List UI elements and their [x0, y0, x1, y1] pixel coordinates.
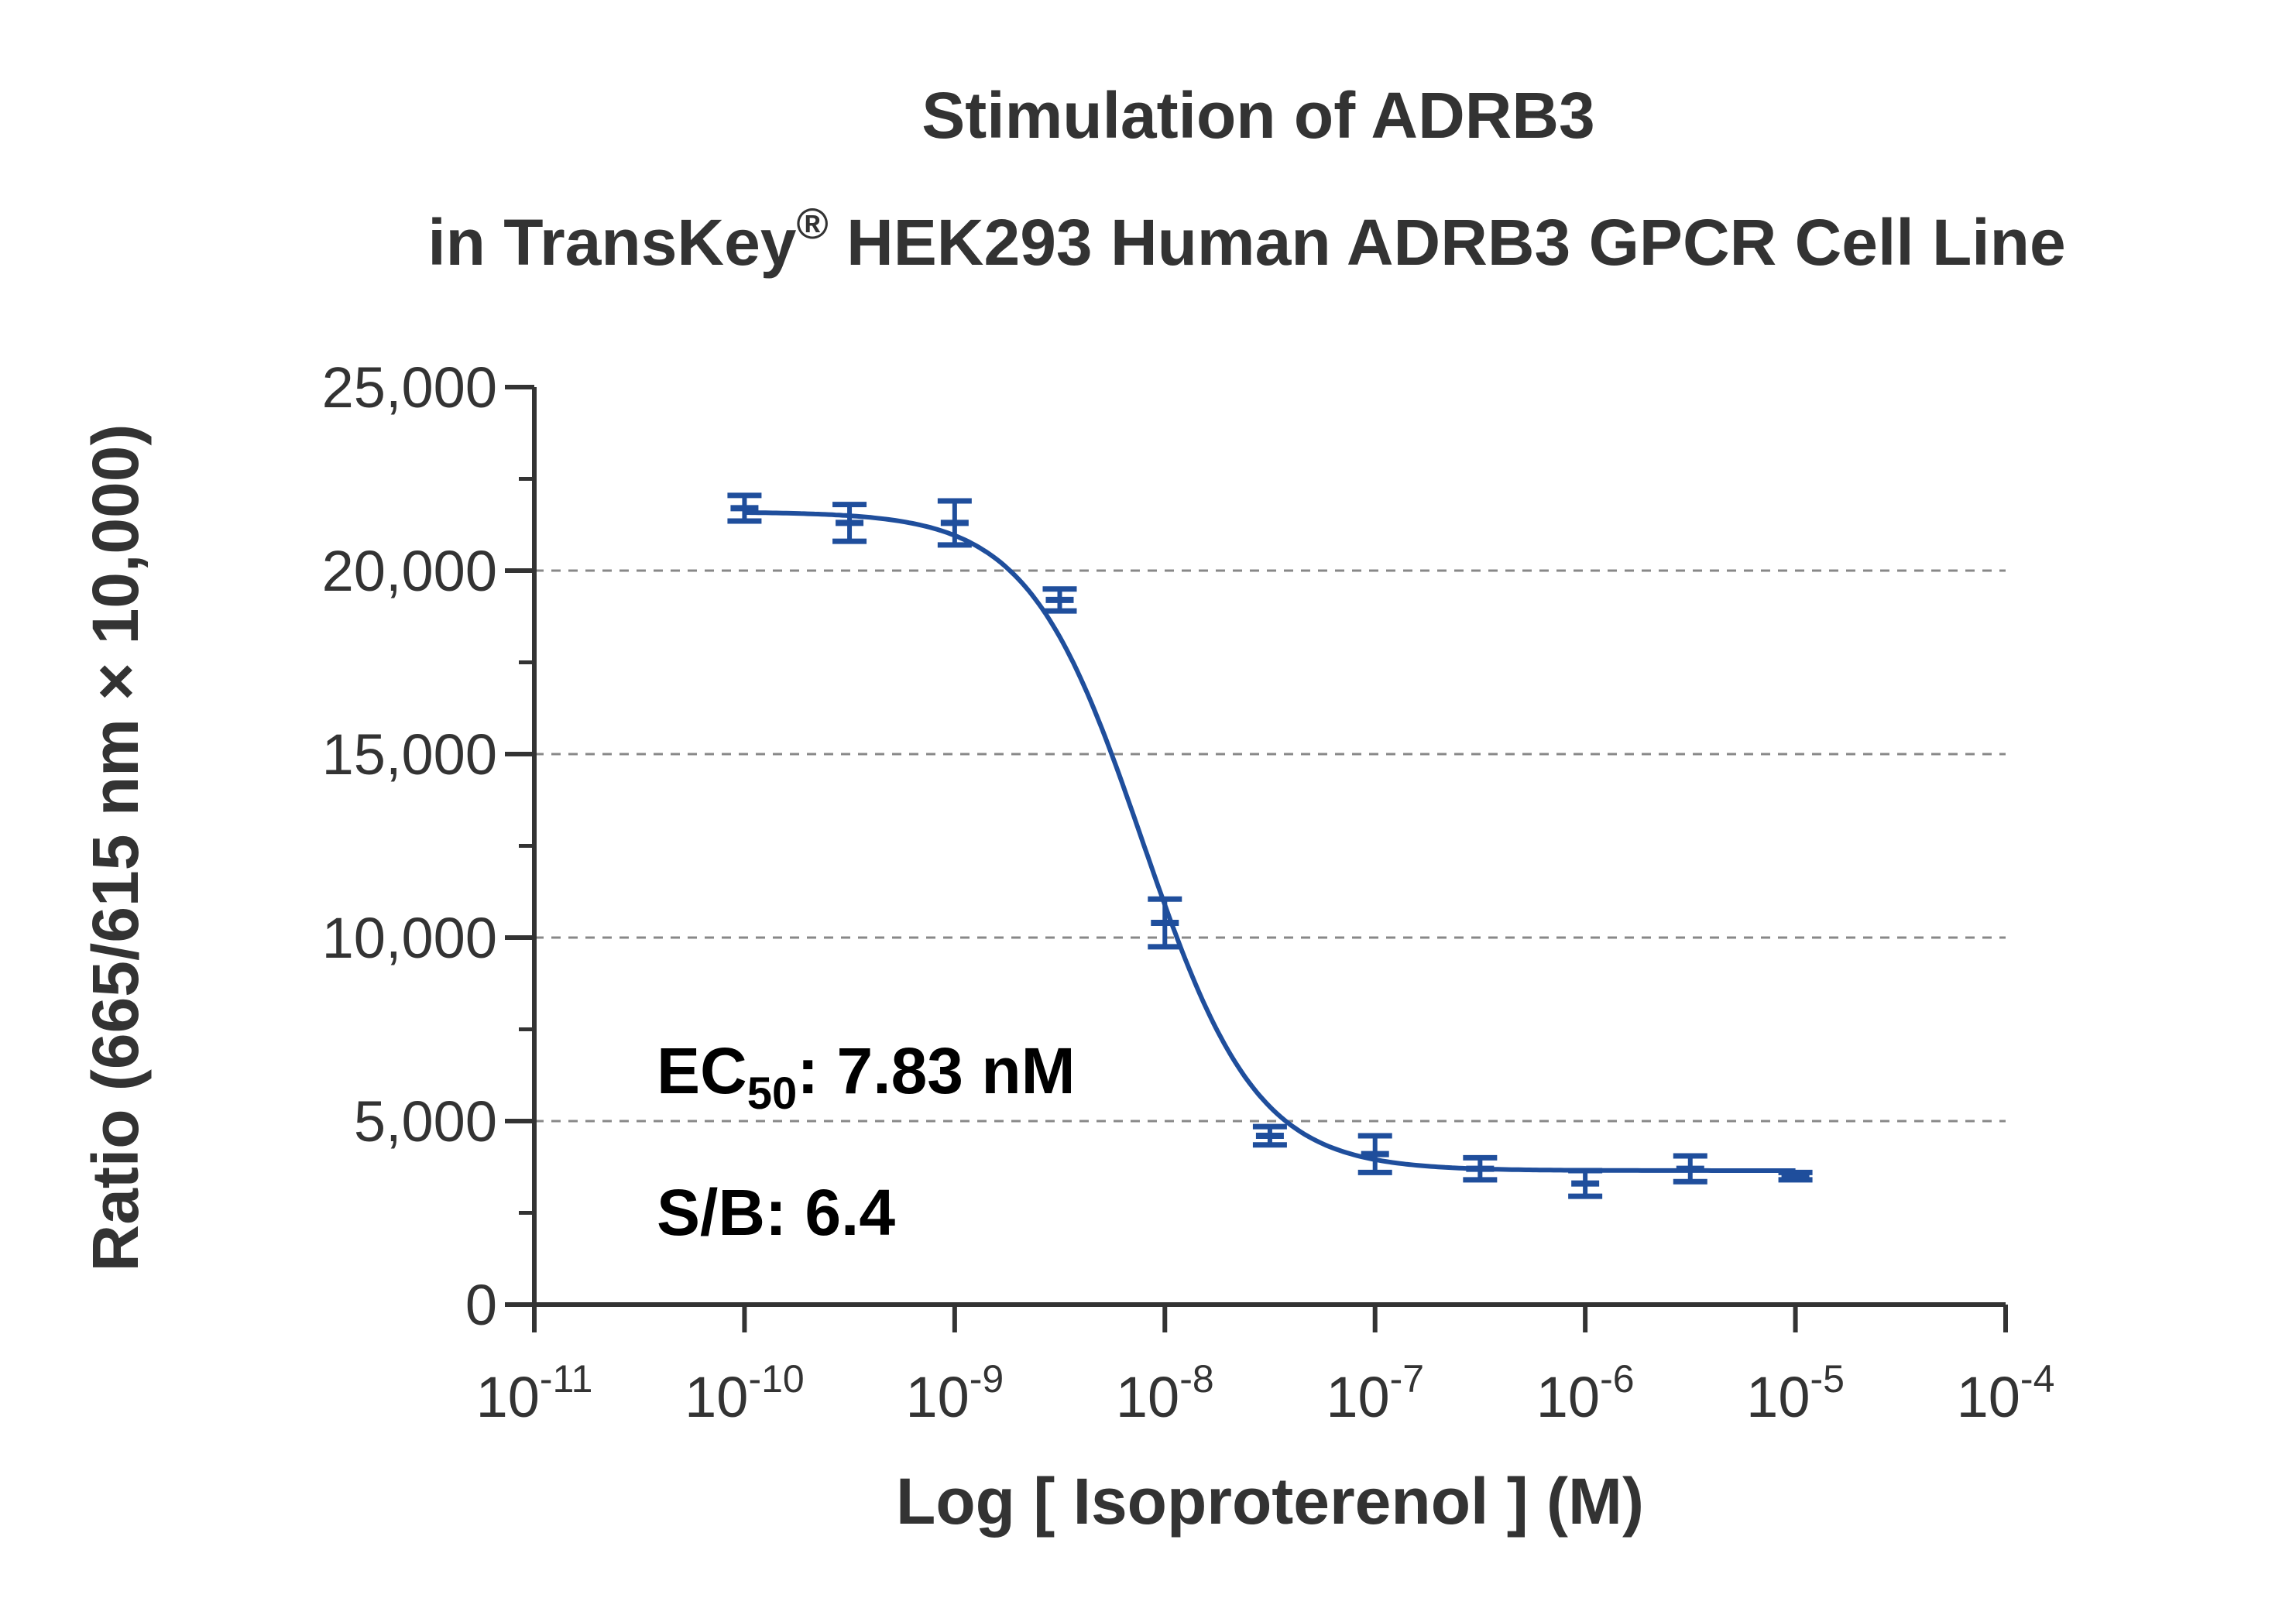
- y-tick-labels: 0 5,000 10,000 15,000 20,000 25,000: [322, 355, 497, 1337]
- ec50-value: : 7.83 nM: [797, 1034, 1075, 1107]
- title-line2-post: HEK293 Human ADRB3 GPCR Cell Line: [829, 206, 2066, 279]
- ec50-annotation: EC50: 7.83 nM: [657, 1034, 1076, 1119]
- x-tick-label: 10-4: [1957, 1357, 2055, 1429]
- data-point: [1568, 1168, 1603, 1199]
- x-tick-label: 10-5: [1746, 1357, 1845, 1429]
- data-point: [727, 492, 762, 524]
- ec50-label: EC: [657, 1034, 747, 1107]
- x-tick-label: 10-8: [1116, 1357, 1214, 1429]
- data-point: [1357, 1133, 1392, 1175]
- data-point: [1042, 586, 1077, 614]
- fit-curve: [744, 510, 1796, 1173]
- data-point: [937, 498, 972, 548]
- x-tick-label: 10-6: [1536, 1357, 1635, 1429]
- chart-title-line2: in TransKey® HEK293 Human ADRB3 GPCR Cel…: [427, 199, 2065, 279]
- gridlines: [534, 569, 2006, 1123]
- data-point: [832, 502, 867, 544]
- data-point: [1148, 896, 1182, 950]
- y-tick-label: 10,000: [322, 906, 497, 970]
- y-tick-label: 15,000: [322, 722, 497, 787]
- ec50-subscript: 50: [747, 1068, 798, 1119]
- chart-title-line1: Stimulation of ADRB3: [921, 79, 1595, 152]
- y-tick-label: 25,000: [322, 355, 497, 420]
- x-tick-label: 10-11: [476, 1357, 593, 1429]
- data-point: [1778, 1169, 1813, 1183]
- y-tick-label: 20,000: [322, 539, 497, 603]
- data-point: [1673, 1153, 1707, 1185]
- data-point: [1252, 1123, 1287, 1148]
- y-tick-label: 5,000: [354, 1089, 497, 1154]
- x-axis-title: Log [ Isoproterenol ] (M): [896, 1465, 1644, 1538]
- axes: [505, 385, 2008, 1332]
- data-points: [727, 492, 1813, 1199]
- x-tick-label: 10-10: [685, 1357, 805, 1429]
- y-tick-label: 0: [465, 1273, 497, 1337]
- x-tick-label: 10-9: [905, 1357, 1004, 1429]
- data-point: [1463, 1154, 1498, 1183]
- sb-annotation: S/B: 6.4: [657, 1176, 895, 1249]
- title-line2-pre: in TransKey: [427, 206, 796, 279]
- x-tick-label: 10-7: [1326, 1357, 1424, 1429]
- y-axis-title: Ratio (665/615 nm × 10,000): [79, 424, 152, 1272]
- registered-mark: ®: [797, 199, 829, 248]
- x-tick-labels: 10-11 10-10 10-9 10-8 10-7 10-6 10-5 10-4: [476, 1357, 2055, 1429]
